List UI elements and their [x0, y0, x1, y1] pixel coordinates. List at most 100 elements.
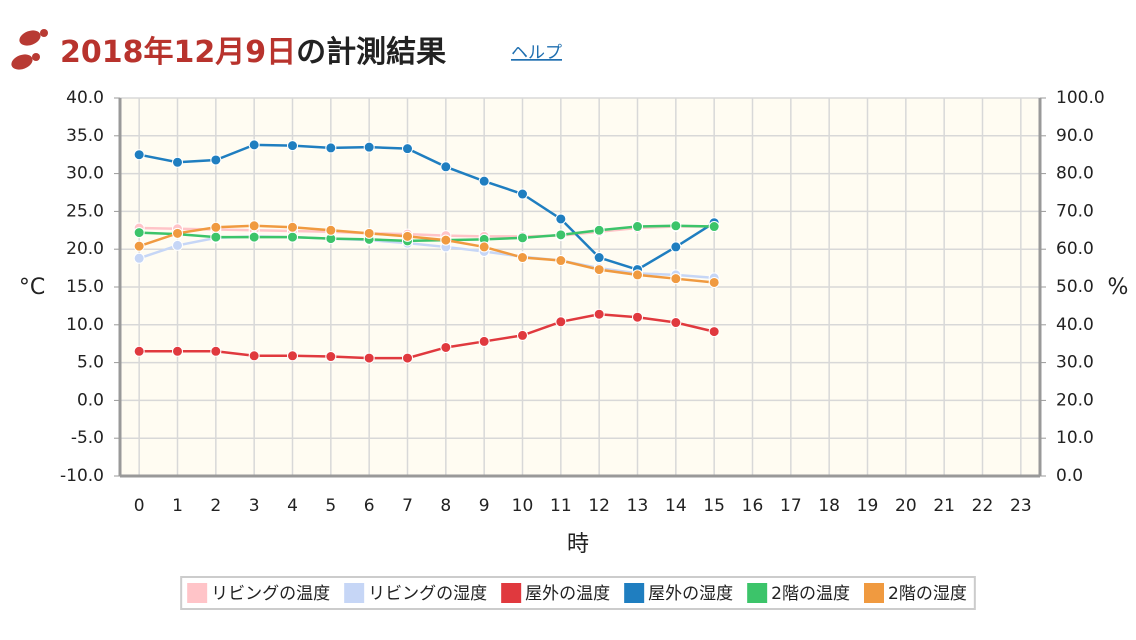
data-point — [670, 220, 682, 232]
y-tick-label: 40.0 — [66, 88, 104, 108]
data-point — [172, 345, 183, 357]
data-point — [632, 311, 643, 323]
x-tick-label: 15 — [703, 496, 725, 516]
data-point — [555, 316, 567, 328]
data-point — [478, 241, 490, 253]
data-point — [325, 224, 337, 236]
data-point — [517, 232, 528, 244]
data-point — [133, 252, 145, 264]
x-tick-label: 4 — [287, 496, 298, 516]
data-point — [708, 276, 720, 288]
x-tick-label: 8 — [440, 496, 451, 516]
data-point — [363, 352, 375, 364]
y2-tick-label: 20.0 — [1056, 390, 1094, 410]
series-line — [139, 225, 715, 238]
x-tick-label: 10 — [512, 496, 534, 516]
y2-axis-label: % — [1108, 275, 1129, 300]
data-point — [632, 221, 643, 233]
title-suffix: の計測結果 — [296, 35, 446, 70]
x-tick-label: 9 — [479, 496, 490, 516]
data-point — [248, 139, 260, 151]
y-axis-label: °C — [19, 275, 45, 300]
data-point — [210, 345, 222, 357]
y2-tick-label: 50.0 — [1056, 277, 1094, 297]
data-point — [440, 234, 452, 246]
x-tick-label: 21 — [933, 496, 955, 516]
y-tick-label: 15.0 — [66, 277, 104, 297]
x-tick-label: 3 — [249, 496, 260, 516]
y-tick-label: -10.0 — [60, 466, 104, 486]
series-line — [139, 224, 715, 243]
y-tick-label: 0.0 — [77, 390, 104, 410]
legend-label: 2階の湿度 — [888, 584, 967, 604]
title-date: 2018年12月9日 — [60, 35, 296, 70]
data-point — [593, 264, 605, 276]
x-tick-label: 2 — [210, 496, 221, 516]
data-point — [555, 213, 567, 225]
y-tick-label: 20.0 — [66, 239, 104, 259]
y2-tick-label: 30.0 — [1056, 353, 1094, 373]
data-point — [670, 317, 682, 329]
data-point — [517, 188, 528, 200]
x-tick-label: 22 — [972, 496, 994, 516]
data-point — [402, 352, 413, 364]
data-point — [593, 252, 605, 264]
y2-tick-label: 80.0 — [1056, 164, 1094, 184]
data-point — [133, 227, 145, 239]
data-point — [555, 229, 567, 241]
x-axis-label: 時 — [567, 532, 589, 557]
data-point — [248, 231, 260, 243]
data-point — [172, 227, 183, 239]
y2-tick-label: 100.0 — [1056, 88, 1105, 108]
x-tick-label: 1 — [172, 496, 183, 516]
legend-swatch — [747, 583, 768, 603]
logo-icon — [11, 29, 48, 70]
y-tick-label: 5.0 — [77, 353, 104, 373]
x-tick-label: 13 — [627, 496, 649, 516]
data-point — [325, 351, 337, 363]
data-point — [133, 149, 145, 161]
y-tick-label: 30.0 — [66, 164, 104, 184]
help-link[interactable]: ヘルプ — [511, 43, 562, 63]
series-line — [138, 143, 715, 271]
legend: リビングの温度 リビングの湿度 屋外の温度 屋外の湿度 2階の温度 2階の湿度 — [180, 576, 976, 610]
data-point — [632, 269, 643, 281]
y2-tick-label: 60.0 — [1056, 239, 1094, 259]
x-tick-label: 7 — [402, 496, 413, 516]
x-tick-label: 14 — [665, 496, 687, 516]
y2-tick-label: 10.0 — [1056, 428, 1094, 448]
y2-tick-label: 90.0 — [1056, 126, 1094, 146]
x-tick-label: 16 — [742, 496, 764, 516]
x-tick-label: 6 — [364, 496, 375, 516]
x-tick-label: 12 — [588, 496, 610, 516]
legend-swatch — [624, 583, 645, 603]
data-point — [172, 239, 183, 251]
x-tick-label: 0 — [134, 496, 145, 516]
x-tick-label: 19 — [857, 496, 879, 516]
data-point — [478, 335, 490, 347]
x-tick-label: 18 — [818, 496, 840, 516]
data-point — [708, 326, 720, 338]
y-tick-label: 25.0 — [66, 201, 104, 221]
data-point — [248, 220, 260, 232]
legend-label: リビングの温度 — [211, 584, 330, 604]
y2-tick-label: 70.0 — [1056, 201, 1094, 221]
chart-title: 2018年12月9日の計測結果 — [60, 35, 446, 70]
data-point — [133, 345, 145, 357]
data-point — [325, 142, 337, 154]
data-point — [708, 221, 720, 233]
data-point — [517, 329, 528, 341]
data-point — [555, 255, 567, 267]
legend-swatch — [864, 583, 884, 603]
x-tick-label: 23 — [1010, 496, 1032, 516]
data-point — [287, 140, 298, 152]
x-tick-label: 17 — [780, 496, 802, 516]
y2-tick-label: 40.0 — [1056, 315, 1094, 335]
data-point — [133, 240, 145, 252]
data-point — [210, 221, 222, 233]
legend-swatch — [344, 583, 365, 603]
x-tick-label: 11 — [550, 496, 572, 516]
data-point — [440, 341, 452, 353]
series-line — [138, 224, 715, 284]
